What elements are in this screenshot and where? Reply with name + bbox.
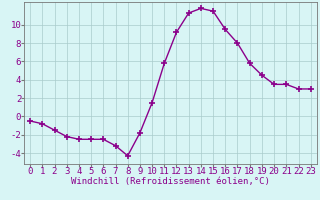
X-axis label: Windchill (Refroidissement éolien,°C): Windchill (Refroidissement éolien,°C) [71, 177, 270, 186]
